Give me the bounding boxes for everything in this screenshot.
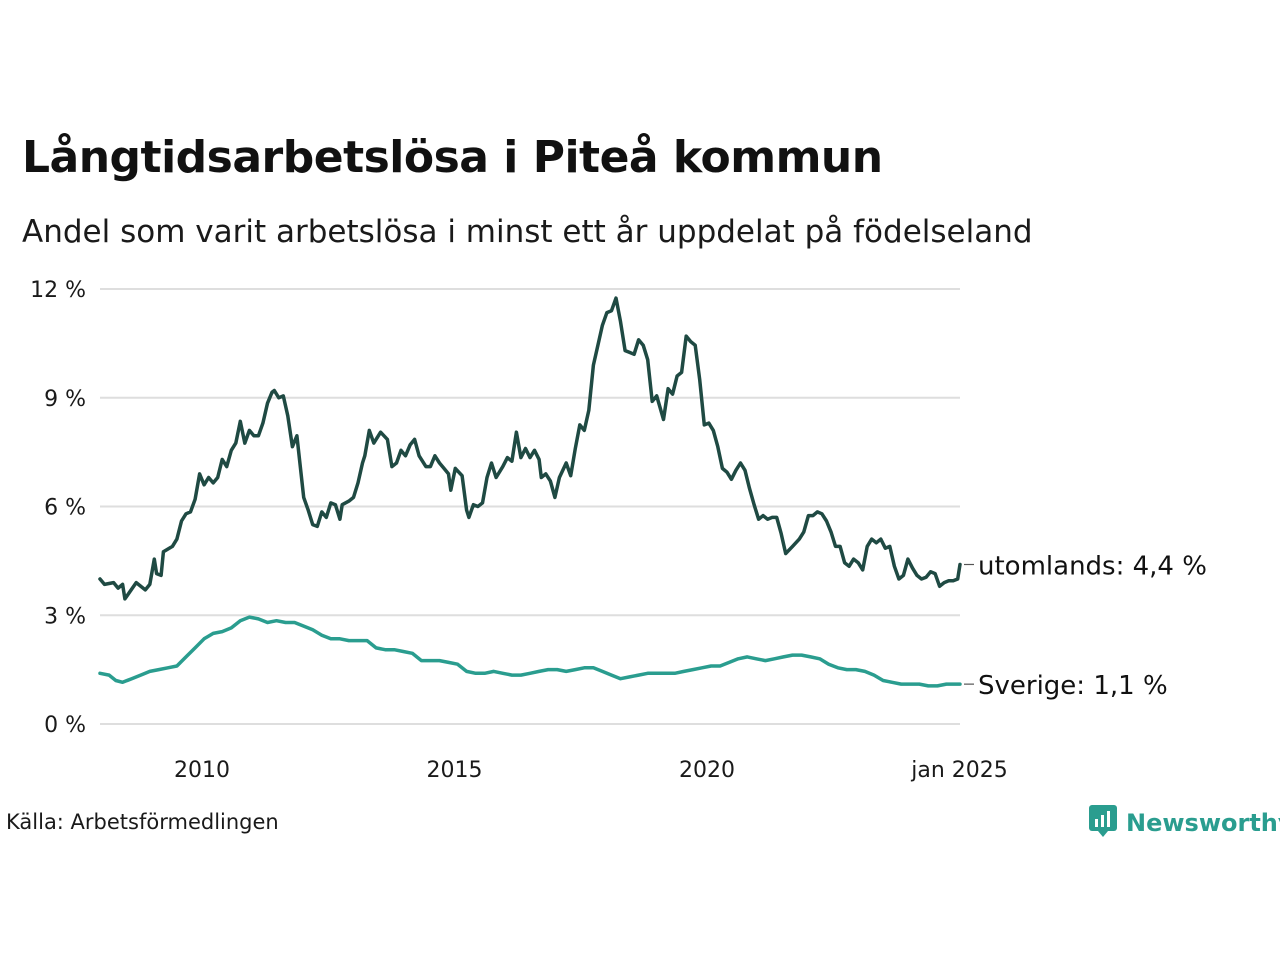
series-line-utomlands [98, 296, 962, 601]
y-tick-label: 0 % [44, 713, 86, 738]
y-axis: 0 % 3 % 6 % 9 % 12 % [30, 278, 86, 738]
chart-title: Långtidsarbetslösa i Piteå kommun [22, 132, 883, 183]
x-tick-label: 2015 [427, 758, 483, 783]
x-tick-label: 2010 [174, 758, 230, 783]
brand-logo: Newsworthy [1088, 804, 1280, 842]
y-tick-label: 3 % [44, 604, 86, 629]
brand-name: Newsworthy [1126, 809, 1280, 837]
end-label-sverige: Sverige: 1,1 % [978, 671, 1168, 701]
grid-lines [100, 288, 960, 725]
source-note: Källa: Arbetsförmedlingen [6, 810, 279, 834]
y-tick-label: 12 % [30, 278, 86, 303]
y-tick-label: 6 % [44, 496, 86, 521]
x-tick-label: 2020 [679, 758, 735, 783]
series-line-sverige [98, 615, 962, 688]
end-label-utomlands: utomlands: 4,4 % [978, 552, 1207, 582]
series-lines [98, 296, 962, 688]
y-tick-label: 9 % [44, 387, 86, 412]
x-axis: 2010 2015 2020 jan 2025 [174, 758, 1008, 783]
series-end-labels: utomlands: 4,4 % Sverige: 1,1 % [964, 552, 1207, 701]
x-tick-label: jan 2025 [910, 758, 1008, 783]
newsworthy-icon [1088, 804, 1118, 842]
chart-subtitle: Andel som varit arbetslösa i minst ett å… [22, 214, 1033, 250]
